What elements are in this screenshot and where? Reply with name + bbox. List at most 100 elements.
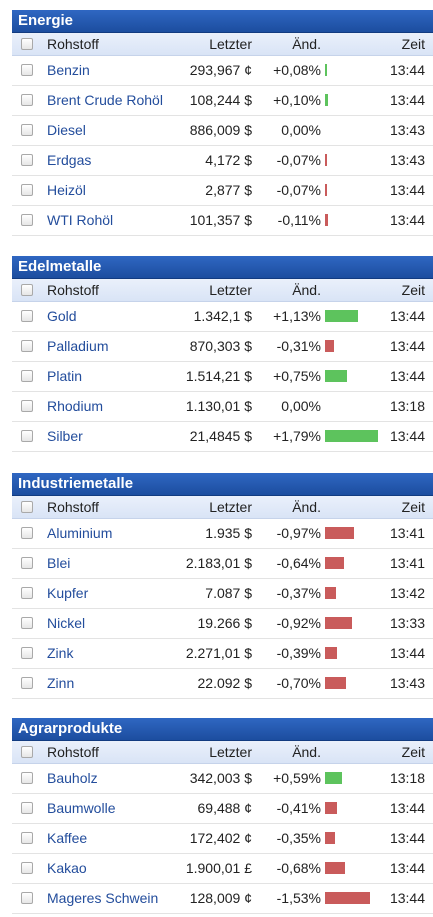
column-header-row: Rohstoff Letzter Änd. Zeit	[12, 33, 433, 56]
commodity-link[interactable]: Erdgas	[47, 152, 92, 168]
commodity-link[interactable]: WTI Rohöl	[47, 212, 114, 228]
commodity-link[interactable]: Brent Crude Rohöl	[47, 92, 163, 108]
last-price: 21,4845 $	[189, 428, 252, 444]
last-price: 108,244 $	[189, 92, 252, 108]
change-bar	[325, 527, 354, 539]
change-percent: -0,07%	[276, 182, 321, 198]
commodity-link[interactable]: Nickel	[47, 615, 86, 631]
change-bar	[325, 154, 327, 166]
update-time: 13:42	[389, 585, 425, 601]
table-row: Diesel 886,009 $ 0,00% 13:43	[12, 116, 433, 146]
commodity-link[interactable]: Kaffee	[47, 830, 88, 846]
commodity-link[interactable]: Silber	[47, 428, 83, 444]
select-all-checkbox[interactable]	[21, 284, 33, 296]
commodity-link[interactable]: Zink	[47, 645, 74, 661]
change-percent: -0,64%	[276, 555, 321, 571]
last-price: 7.087 $	[205, 585, 252, 601]
table-row: Brent Crude Rohöl 108,244 $ +0,10% 13:44	[12, 86, 433, 116]
row-checkbox[interactable]	[21, 430, 33, 442]
commodity-link[interactable]: Bauholz	[47, 770, 98, 786]
column-header-change[interactable]: Änd.	[292, 499, 321, 515]
commodity-link[interactable]: Diesel	[47, 122, 86, 138]
table-row: Kakao 1.900,01 £ -0,68% 13:44	[12, 854, 433, 884]
row-checkbox[interactable]	[21, 94, 33, 106]
commodity-link[interactable]: Mageres Schwein	[47, 890, 159, 906]
section-title: Edelmetalle	[12, 256, 433, 279]
update-time: 13:44	[389, 62, 425, 78]
column-header-time[interactable]: Zeit	[401, 499, 425, 515]
commodity-link[interactable]: Palladium	[47, 338, 109, 354]
row-checkbox[interactable]	[21, 892, 33, 904]
column-header-time[interactable]: Zeit	[401, 282, 425, 298]
row-checkbox[interactable]	[21, 802, 33, 814]
change-bar	[325, 832, 335, 844]
update-time: 13:44	[389, 182, 425, 198]
column-header-price[interactable]: Letzter	[209, 36, 252, 52]
table-row: Kupfer 7.087 $ -0,37% 13:42	[12, 579, 433, 609]
select-all-checkbox[interactable]	[21, 501, 33, 513]
commodity-link[interactable]: Platin	[47, 368, 83, 384]
row-checkbox[interactable]	[21, 832, 33, 844]
commodity-link[interactable]: Rhodium	[47, 398, 104, 414]
commodity-link[interactable]: Kakao	[47, 860, 87, 876]
commodity-link[interactable]: Kupfer	[47, 585, 89, 601]
update-time: 13:33	[389, 615, 425, 631]
commodity-link[interactable]: Benzin	[47, 62, 90, 78]
row-checkbox[interactable]	[21, 617, 33, 629]
column-header-time[interactable]: Zeit	[401, 744, 425, 760]
column-header-change[interactable]: Änd.	[292, 36, 321, 52]
column-header-name[interactable]: Rohstoff	[47, 36, 99, 52]
table-row: Benzin 293,967 ¢ +0,08% 13:44	[12, 56, 433, 86]
row-checkbox[interactable]	[21, 862, 33, 874]
row-checkbox[interactable]	[21, 527, 33, 539]
row-checkbox[interactable]	[21, 64, 33, 76]
commodity-link[interactable]: Zinn	[47, 675, 75, 691]
row-checkbox[interactable]	[21, 772, 33, 784]
commodity-link[interactable]: Heizöl	[47, 182, 86, 198]
row-checkbox[interactable]	[21, 677, 33, 689]
section-edelmetalle: Edelmetalle Rohstoff Letzter Änd. Zeit Gold 1.…	[12, 256, 433, 452]
row-checkbox[interactable]	[21, 154, 33, 166]
update-time: 13:44	[389, 860, 425, 876]
change-bar	[325, 647, 337, 659]
change-percent: -0,39%	[276, 645, 321, 661]
row-checkbox[interactable]	[21, 214, 33, 226]
update-time: 13:43	[389, 675, 425, 691]
section-title: Industriemetalle	[12, 473, 433, 496]
select-all-checkbox[interactable]	[21, 746, 33, 758]
row-checkbox[interactable]	[21, 340, 33, 352]
last-price: 293,967 ¢	[189, 62, 252, 78]
column-header-name[interactable]: Rohstoff	[47, 744, 99, 760]
column-header-name[interactable]: Rohstoff	[47, 282, 99, 298]
row-checkbox[interactable]	[21, 124, 33, 136]
column-header-price[interactable]: Letzter	[209, 499, 252, 515]
change-percent: -0,41%	[276, 800, 321, 816]
select-all-checkbox[interactable]	[21, 38, 33, 50]
commodity-link[interactable]: Blei	[47, 555, 71, 571]
row-checkbox[interactable]	[21, 587, 33, 599]
column-header-price[interactable]: Letzter	[209, 744, 252, 760]
column-header-price[interactable]: Letzter	[209, 282, 252, 298]
column-header-change[interactable]: Änd.	[292, 282, 321, 298]
table-row: Heizöl 2,877 $ -0,07% 13:44	[12, 176, 433, 206]
commodity-link[interactable]: Gold	[47, 308, 77, 324]
section-agrarprodukte: Agrarprodukte Rohstoff Letzter Änd. Zeit Bauh…	[12, 718, 433, 914]
column-header-time[interactable]: Zeit	[401, 36, 425, 52]
row-checkbox[interactable]	[21, 370, 33, 382]
change-percent: -0,68%	[276, 860, 321, 876]
column-header-name[interactable]: Rohstoff	[47, 499, 99, 515]
update-time: 13:44	[389, 308, 425, 324]
commodity-link[interactable]: Aluminium	[47, 525, 113, 541]
change-bar	[325, 214, 328, 226]
column-header-row: Rohstoff Letzter Änd. Zeit	[12, 496, 433, 519]
commodity-link[interactable]: Baumwolle	[47, 800, 116, 816]
last-price: 19.266 $	[197, 615, 253, 631]
row-checkbox[interactable]	[21, 557, 33, 569]
row-checkbox[interactable]	[21, 310, 33, 322]
table-row: Blei 2.183,01 $ -0,64% 13:41	[12, 549, 433, 579]
row-checkbox[interactable]	[21, 184, 33, 196]
row-checkbox[interactable]	[21, 647, 33, 659]
last-price: 128,009 ¢	[189, 890, 252, 906]
column-header-change[interactable]: Änd.	[292, 744, 321, 760]
row-checkbox[interactable]	[21, 400, 33, 412]
